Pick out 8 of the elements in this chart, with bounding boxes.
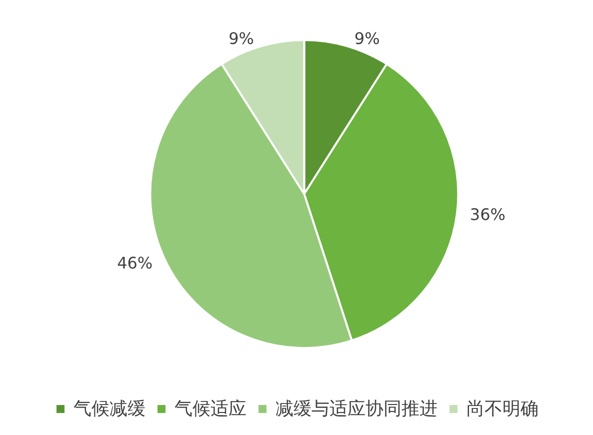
legend-label: 气候适应 xyxy=(174,398,246,420)
legend-label: 减缓与适应协同推进 xyxy=(276,398,438,420)
data-label: 9% xyxy=(228,28,254,48)
data-label: 9% xyxy=(354,28,380,48)
data-label: 36% xyxy=(470,204,506,224)
data-label: 46% xyxy=(117,253,153,272)
legend-label: 气候减缓 xyxy=(74,398,146,420)
legend-label: 尚不明确 xyxy=(466,398,538,420)
